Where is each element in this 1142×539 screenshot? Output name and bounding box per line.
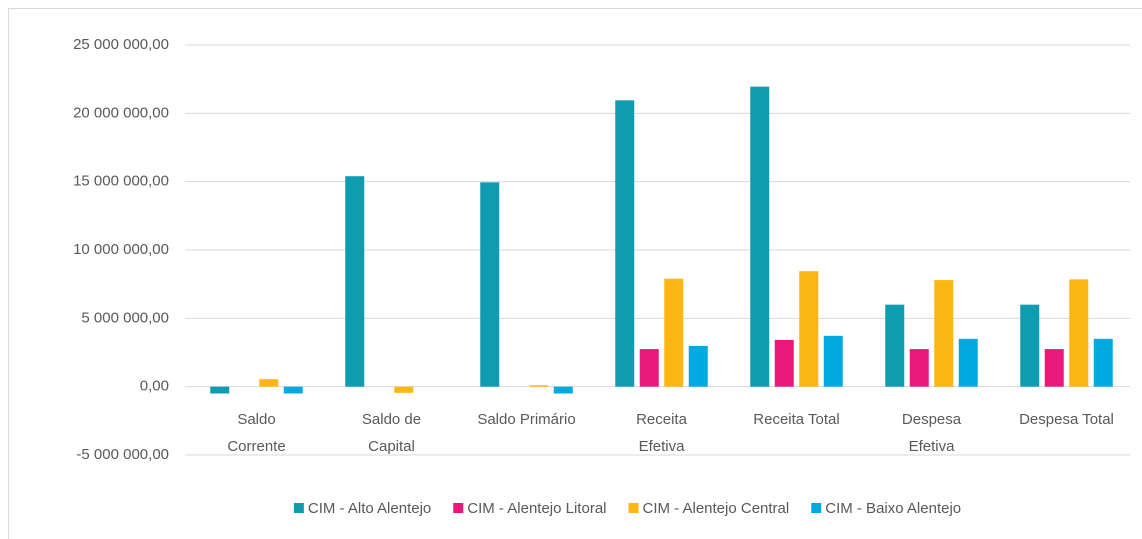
bar bbox=[259, 379, 279, 387]
bar bbox=[774, 339, 794, 387]
legend-item: CIM - Alentejo Central bbox=[628, 500, 790, 517]
bar bbox=[799, 271, 819, 387]
legend-swatch bbox=[811, 503, 822, 513]
bar bbox=[345, 176, 365, 387]
x-tick-label: Despesa Efetiva bbox=[902, 411, 962, 455]
bar bbox=[529, 385, 549, 387]
legend-label: CIM - Alto Alentejo bbox=[308, 500, 431, 517]
legend-label: CIM - Alentejo Central bbox=[643, 500, 790, 517]
bar bbox=[1093, 338, 1113, 387]
bar bbox=[1069, 279, 1089, 387]
legend-item: CIM - Alto Alentejo bbox=[293, 500, 431, 517]
x-tick-label: Saldo Corrente bbox=[227, 411, 285, 455]
x-tick-label: Receita Efetiva bbox=[636, 411, 688, 455]
legend-swatch bbox=[453, 503, 464, 513]
legend-item: CIM - Baixo Alentejo bbox=[811, 500, 961, 517]
legend-swatch bbox=[628, 503, 639, 513]
bar bbox=[823, 335, 843, 387]
legend-label: CIM - Baixo Alentejo bbox=[825, 500, 961, 517]
x-tick-label: Despesa Total bbox=[1019, 411, 1114, 428]
bar bbox=[394, 386, 414, 393]
legend: CIM - Alto Alentejo CIM - Alentejo Litora… bbox=[293, 500, 961, 517]
legend-label: CIM - Alentejo Litoral bbox=[467, 500, 606, 517]
bar bbox=[1020, 304, 1040, 387]
x-tick-label: Saldo Primário bbox=[477, 411, 575, 428]
x-tick-label: Receita Total bbox=[753, 411, 839, 428]
bar bbox=[688, 345, 708, 387]
y-tick-label: 25 000 000,00 bbox=[73, 36, 169, 53]
y-tick-label: 0,00 bbox=[140, 378, 169, 395]
bar bbox=[283, 386, 303, 394]
bar bbox=[210, 386, 230, 394]
y-tick-label: 15 000 000,00 bbox=[73, 173, 169, 190]
bar bbox=[1044, 349, 1064, 387]
x-tick-label: Saldo de Capital bbox=[362, 411, 421, 455]
bar bbox=[664, 278, 684, 387]
y-tick-label: 5 000 000,00 bbox=[81, 309, 169, 326]
bar bbox=[553, 386, 573, 394]
y-tick-label: 10 000 000,00 bbox=[73, 241, 169, 258]
y-tick-label: 20 000 000,00 bbox=[73, 104, 169, 121]
bar bbox=[750, 86, 770, 387]
chart-frame bbox=[8, 8, 1142, 539]
legend-swatch bbox=[293, 503, 304, 513]
bar bbox=[480, 182, 500, 387]
y-tick-label: -5 000 000,00 bbox=[76, 446, 169, 463]
legend-item: CIM - Alentejo Litoral bbox=[453, 500, 607, 517]
bar bbox=[885, 304, 905, 387]
bar bbox=[615, 100, 635, 387]
bar bbox=[639, 349, 659, 387]
bar bbox=[934, 280, 954, 387]
bar bbox=[909, 349, 929, 387]
bar bbox=[958, 338, 978, 387]
